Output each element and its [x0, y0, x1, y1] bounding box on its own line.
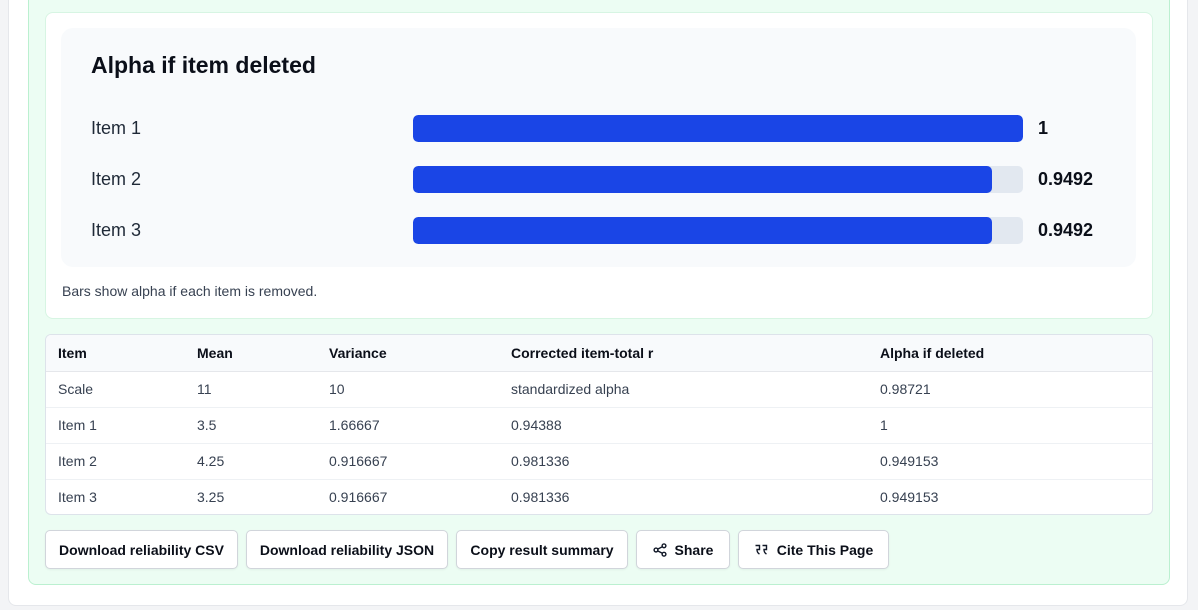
copy-summary-button[interactable]: Copy result summary — [456, 530, 628, 569]
share-label: Share — [674, 541, 714, 558]
table-cell: 4.25 — [185, 443, 317, 480]
copy-summary-label: Copy result summary — [470, 541, 614, 558]
quote-icon — [754, 543, 769, 557]
download-json-label: Download reliability JSON — [259, 541, 435, 558]
reliability-table: Item Mean Variance Corrected item-total … — [46, 335, 1152, 514]
bar-row: Item 3 0.9492 — [91, 217, 1131, 245]
bar-row: Item 2 0.9492 — [91, 166, 1131, 194]
bar-value-label: 1 — [1038, 118, 1049, 138]
bar-track — [413, 166, 1023, 193]
bar-value-label: 0.9492 — [1038, 169, 1094, 189]
table-cell: 10 — [317, 371, 499, 408]
share-button[interactable]: Share — [636, 530, 730, 569]
table-row: Item 3 3.25 0.916667 0.981336 0.949153 — [46, 479, 1152, 514]
download-json-button[interactable]: Download reliability JSON — [246, 530, 448, 569]
table-cell: 0.98721 — [868, 371, 1152, 408]
column-header: Corrected item-total r — [499, 335, 868, 372]
table-header-row: Item Mean Variance Corrected item-total … — [46, 335, 1152, 372]
share-icon — [652, 542, 667, 557]
table-cell: Scale — [46, 371, 185, 408]
bar-track — [413, 217, 1023, 244]
table-cell: 11 — [185, 371, 317, 408]
bar-label: Item 3 — [91, 220, 142, 240]
bar — [413, 217, 992, 244]
reliability-table-card: Item Mean Variance Corrected item-total … — [45, 334, 1153, 515]
table-cell: 0.981336 — [511, 489, 570, 506]
bar — [413, 115, 1023, 142]
table-cell: standardized alpha — [499, 371, 868, 408]
bar-label: Item 1 — [91, 118, 142, 138]
column-header: Item — [46, 335, 185, 372]
column-header: Mean — [185, 335, 317, 372]
table-cell: 1 — [868, 407, 1152, 444]
table-cell: 0.981336 — [499, 443, 868, 480]
column-header: Variance — [317, 335, 499, 372]
bar — [413, 166, 992, 193]
bar-row: Item 1 1 — [91, 115, 1131, 143]
table-row: Item 1 3.5 1.66667 0.94388 1 — [46, 407, 1152, 444]
table-row: Scale 11 10 standardized alpha 0.98721 — [46, 371, 1152, 408]
bar-value-label: 0.9492 — [1038, 220, 1094, 240]
table-cell: Item 1 — [46, 407, 185, 444]
table-cell: 0.94388 — [499, 407, 868, 444]
table-cell: 0.949153 — [880, 489, 939, 506]
bar-track — [413, 115, 1023, 142]
chart-caption: Bars show alpha if each item is removed. — [62, 283, 318, 299]
cite-button[interactable]: Cite This Page — [738, 530, 889, 569]
table-row: Item 2 4.25 0.916667 0.981336 0.949153 — [46, 443, 1152, 480]
table-cell: Item 3 — [58, 489, 97, 506]
table-cell: 1.66667 — [317, 407, 499, 444]
chart-title: Alpha if item deleted — [91, 52, 316, 78]
bar-label: Item 2 — [91, 169, 142, 189]
table-cell: 3.25 — [197, 489, 225, 506]
table-cell: Item 2 — [46, 443, 185, 480]
table-cell: 3.5 — [185, 407, 317, 444]
download-csv-label: Download reliability CSV — [59, 541, 224, 558]
table-cell: 0.916667 — [329, 489, 388, 506]
table-cell: 0.949153 — [868, 443, 1152, 480]
column-header: Alpha if deleted — [868, 335, 1152, 372]
cite-label: Cite This Page — [776, 541, 874, 558]
download-csv-button[interactable]: Download reliability CSV — [45, 530, 238, 569]
table-cell: 0.916667 — [317, 443, 499, 480]
